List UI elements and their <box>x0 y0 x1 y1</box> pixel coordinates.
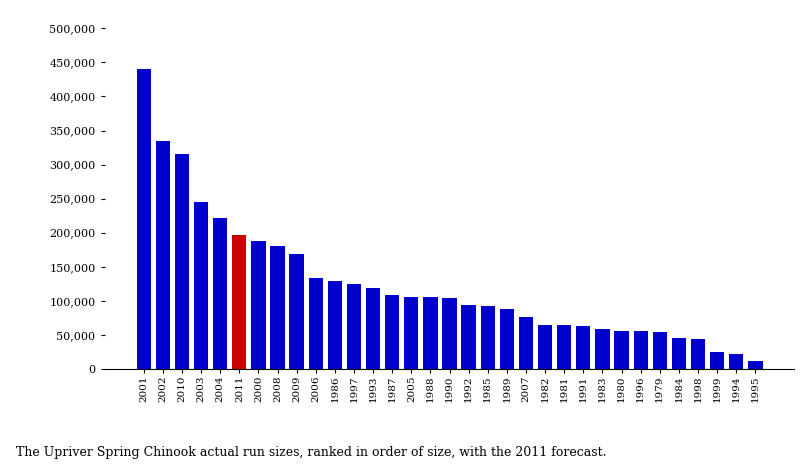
Bar <box>424 298 437 369</box>
Bar <box>213 218 228 369</box>
Bar <box>309 278 323 369</box>
Bar <box>156 141 170 369</box>
Bar <box>347 284 361 369</box>
Bar <box>595 329 610 369</box>
Bar <box>729 354 744 369</box>
Bar <box>748 361 762 369</box>
Bar <box>194 202 208 369</box>
Bar <box>519 317 533 369</box>
Bar <box>442 298 457 369</box>
Bar <box>538 324 552 369</box>
Bar <box>366 288 380 369</box>
Bar <box>289 254 304 369</box>
Text: The Upriver Spring Chinook actual run sizes, ranked in order of size, with the 2: The Upriver Spring Chinook actual run si… <box>16 446 607 459</box>
Bar <box>404 297 419 369</box>
Bar <box>328 281 342 369</box>
Bar <box>385 295 399 369</box>
Bar <box>271 246 284 369</box>
Bar <box>500 309 514 369</box>
Bar <box>175 154 190 369</box>
Bar <box>653 332 667 369</box>
Bar <box>232 235 246 369</box>
Bar <box>710 352 724 369</box>
Bar <box>576 326 590 369</box>
Bar <box>462 305 475 369</box>
Bar <box>691 339 706 369</box>
Bar <box>251 241 266 369</box>
Bar <box>480 307 495 369</box>
Bar <box>615 331 629 369</box>
Bar <box>671 338 686 369</box>
Bar <box>557 325 571 369</box>
Bar <box>633 332 648 369</box>
Bar <box>137 69 151 369</box>
